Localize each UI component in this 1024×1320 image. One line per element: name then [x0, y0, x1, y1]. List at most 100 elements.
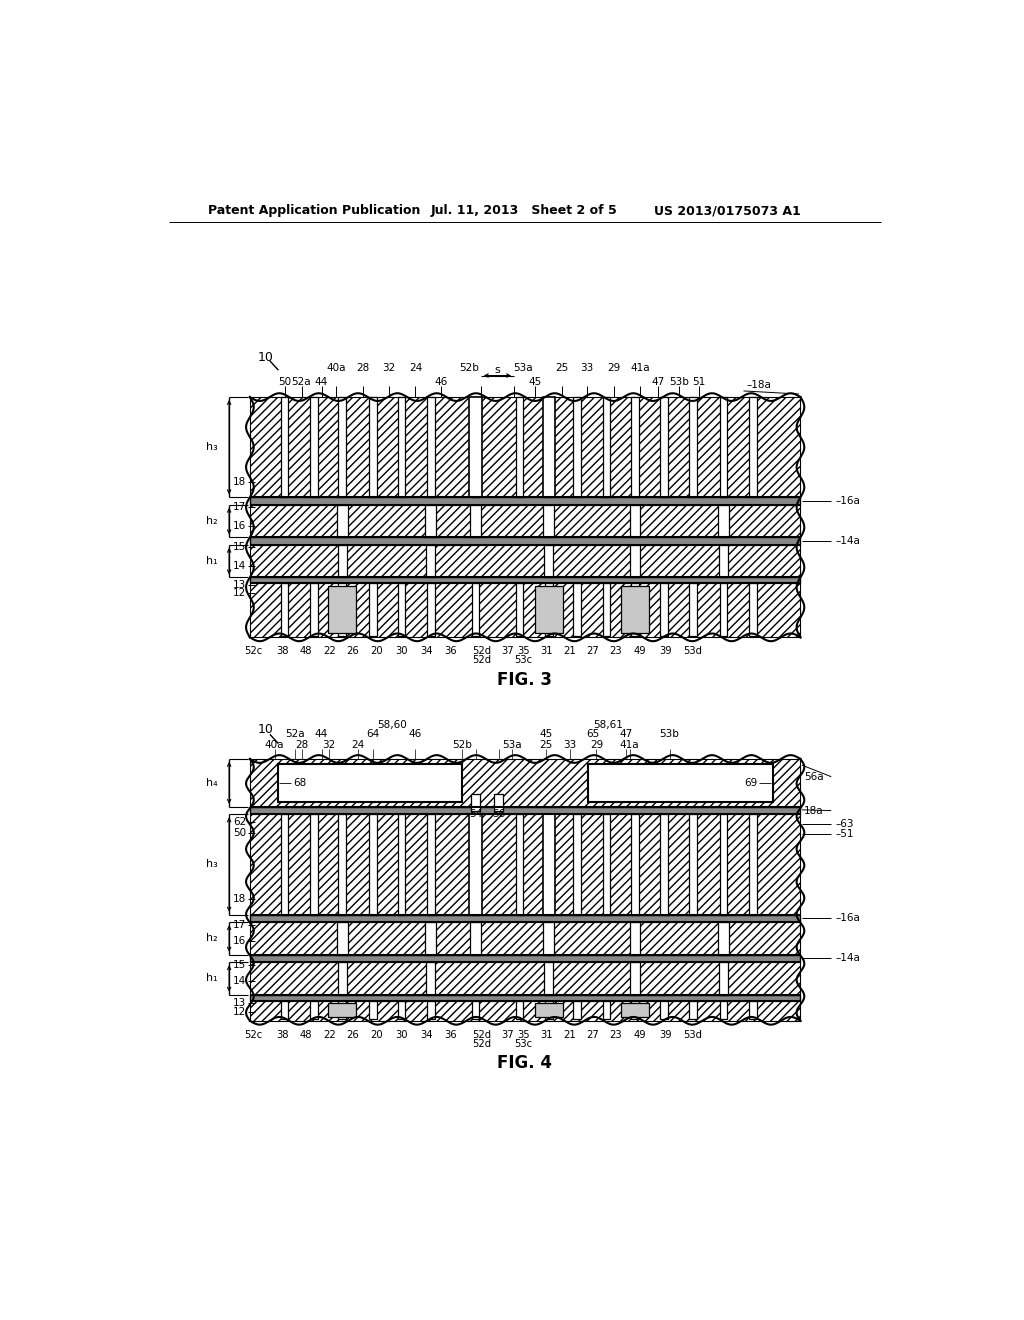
Text: 48: 48: [299, 647, 311, 656]
Text: h₁: h₁: [206, 556, 217, 566]
Bar: [602, 583, 610, 636]
Bar: [535, 1003, 562, 1016]
Bar: [250, 954, 801, 962]
Bar: [250, 506, 801, 537]
Bar: [543, 397, 555, 498]
Text: 56: 56: [492, 809, 505, 820]
Bar: [689, 814, 696, 915]
Text: 17: 17: [232, 502, 246, 512]
Bar: [544, 506, 554, 537]
Text: 52c: 52c: [245, 1030, 263, 1040]
Bar: [573, 397, 581, 498]
Bar: [631, 1001, 639, 1019]
Text: 20: 20: [371, 647, 383, 656]
Text: 53c: 53c: [514, 1039, 532, 1049]
Text: US 2013/0175073 A1: US 2013/0175073 A1: [654, 205, 801, 218]
Text: 49: 49: [634, 1030, 646, 1040]
Text: 34: 34: [420, 1030, 432, 1040]
Bar: [427, 397, 435, 498]
Bar: [602, 397, 610, 498]
Text: 52b: 52b: [460, 363, 479, 372]
Text: 38: 38: [276, 647, 289, 656]
Bar: [427, 814, 435, 915]
Bar: [338, 545, 347, 577]
Text: –16a: –16a: [836, 913, 860, 924]
Bar: [630, 923, 640, 954]
Bar: [250, 915, 801, 923]
Bar: [250, 397, 801, 498]
Text: 46: 46: [409, 730, 422, 739]
Bar: [631, 397, 639, 498]
Bar: [278, 763, 463, 803]
Bar: [250, 807, 801, 814]
Text: 12: 12: [232, 1007, 246, 1018]
Bar: [329, 586, 356, 634]
Bar: [250, 923, 801, 954]
Bar: [621, 586, 649, 634]
Bar: [573, 1001, 581, 1019]
Bar: [631, 962, 640, 995]
Text: h₃: h₃: [206, 859, 217, 870]
Bar: [310, 583, 317, 636]
Bar: [337, 923, 348, 954]
Text: 38: 38: [276, 1030, 289, 1040]
Bar: [545, 583, 553, 636]
Bar: [397, 814, 406, 915]
Text: 18: 18: [232, 477, 246, 487]
Bar: [720, 397, 727, 498]
Bar: [515, 1001, 523, 1019]
Text: 58,61: 58,61: [593, 721, 623, 730]
Bar: [660, 397, 668, 498]
Bar: [470, 923, 481, 954]
Text: 12: 12: [232, 587, 246, 598]
Text: 24: 24: [351, 741, 365, 750]
Bar: [250, 583, 801, 638]
Text: 52a: 52a: [292, 378, 311, 388]
Text: 68: 68: [293, 777, 306, 788]
Text: 40a: 40a: [265, 741, 285, 750]
Bar: [370, 1001, 377, 1019]
Text: 31: 31: [540, 647, 553, 656]
Text: 53a: 53a: [503, 741, 522, 750]
Text: 45: 45: [528, 378, 542, 388]
Bar: [631, 583, 639, 636]
Text: 27: 27: [586, 1030, 599, 1040]
Text: 14: 14: [232, 975, 246, 986]
Text: 28: 28: [295, 741, 308, 750]
Text: 36: 36: [444, 647, 457, 656]
Bar: [339, 814, 346, 915]
Text: 64: 64: [367, 730, 380, 739]
Bar: [339, 583, 346, 636]
Bar: [470, 506, 481, 537]
Bar: [426, 545, 435, 577]
Text: 34: 34: [420, 647, 432, 656]
Text: 29: 29: [607, 363, 621, 372]
Text: 62: 62: [232, 817, 246, 828]
Bar: [718, 923, 729, 954]
Text: 10: 10: [257, 351, 273, 363]
Bar: [338, 962, 347, 995]
Bar: [281, 583, 289, 636]
Text: 21: 21: [563, 647, 575, 656]
Text: 48: 48: [299, 1030, 311, 1040]
Text: –14a: –14a: [836, 536, 860, 546]
Bar: [281, 397, 289, 498]
Text: 29: 29: [590, 741, 603, 750]
Text: 49: 49: [634, 647, 646, 656]
Bar: [689, 397, 696, 498]
Text: –51: –51: [836, 829, 854, 840]
Text: 25: 25: [540, 741, 553, 750]
Bar: [472, 397, 479, 498]
Bar: [720, 1001, 727, 1019]
Text: 30: 30: [395, 647, 408, 656]
Bar: [469, 814, 481, 915]
Text: 53c: 53c: [514, 656, 532, 665]
Text: 35: 35: [517, 1030, 529, 1040]
Text: h₄: h₄: [206, 777, 217, 788]
Text: –18a: –18a: [746, 380, 771, 389]
Bar: [749, 583, 757, 636]
Text: 32: 32: [323, 741, 336, 750]
Bar: [337, 506, 348, 537]
Text: 39: 39: [659, 647, 672, 656]
Bar: [472, 1001, 479, 1019]
